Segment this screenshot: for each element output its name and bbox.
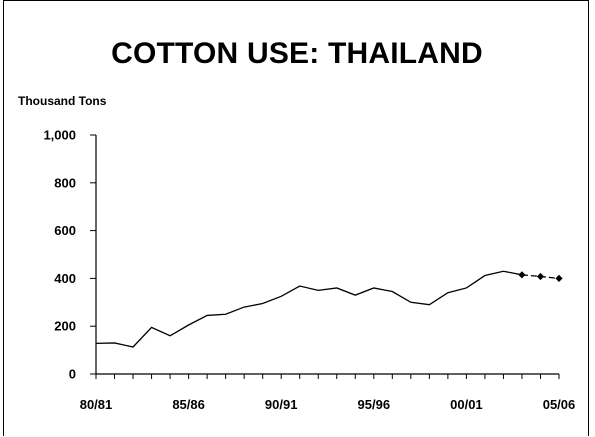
data-point-marker bbox=[555, 274, 563, 282]
chart-title: COTTON USE: THAILAND bbox=[111, 37, 483, 70]
x-tick-label: 80/81 bbox=[80, 397, 113, 412]
y-tick-label: 200 bbox=[54, 319, 76, 334]
series-line-0 bbox=[95, 270, 523, 348]
data-point-marker bbox=[536, 272, 545, 281]
chart-frame: COTTON USE: THAILAND Thousand Tons 0 200 4… bbox=[3, 0, 589, 436]
plot-area: 0 200 400 600 800 1,000 80/81 85/86 90/91 95/96 00… bbox=[43, 128, 576, 413]
y-tick-label: 1,000 bbox=[43, 128, 76, 143]
x-tick-label: 00/01 bbox=[450, 397, 483, 412]
x-tick-label: 90/91 bbox=[265, 397, 298, 412]
y-axis-unit-label: Thousand Tons bbox=[18, 94, 107, 108]
y-tick-label: 0 bbox=[69, 367, 76, 382]
y-tick-label: 800 bbox=[54, 175, 76, 190]
x-tick-label: 85/86 bbox=[172, 397, 205, 412]
y-tick-label: 400 bbox=[54, 271, 76, 286]
x-tick-label: 95/96 bbox=[358, 397, 391, 412]
data-point-marker bbox=[518, 271, 526, 279]
y-tick-label: 600 bbox=[54, 223, 76, 238]
x-tick-label: 05/06 bbox=[543, 397, 576, 412]
